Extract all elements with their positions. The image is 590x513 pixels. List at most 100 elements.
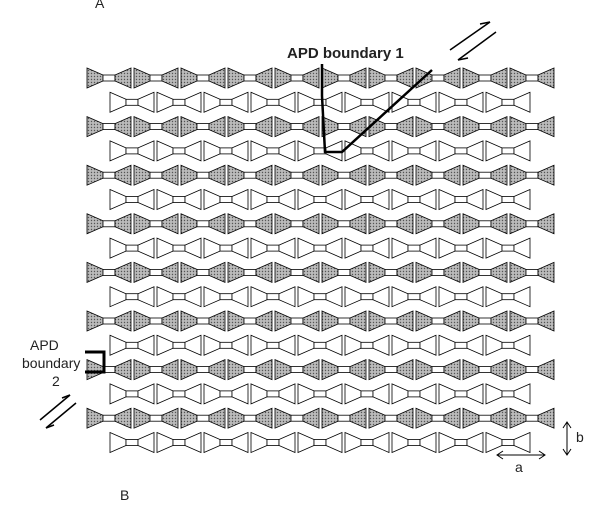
bowtie-part <box>274 67 292 89</box>
bowtie-part <box>415 213 433 235</box>
bowtie-part <box>384 414 398 422</box>
bowtie-part <box>180 261 198 284</box>
bowtie-part <box>125 293 139 301</box>
bowtie-part <box>431 268 445 276</box>
bowtie-part <box>360 293 374 301</box>
bowtie-part <box>513 431 531 454</box>
bowtie-part <box>156 383 174 405</box>
bowtie-part <box>231 286 249 308</box>
bowtie-part <box>219 293 233 301</box>
bowtie-part <box>396 261 414 284</box>
bowtie-part <box>161 358 179 381</box>
bowtie-part <box>255 407 273 429</box>
bowtie-part <box>250 286 268 308</box>
bowtie-part <box>114 310 132 332</box>
bowtie-part <box>243 74 257 82</box>
bowtie-part <box>203 140 221 162</box>
bowtie-part <box>102 123 116 130</box>
bowtie-part <box>485 188 503 211</box>
bowtie-part <box>196 366 210 374</box>
bowtie-part <box>125 147 139 155</box>
bowtie-part <box>114 407 132 429</box>
bowtie-part <box>478 220 492 228</box>
bowtie-part <box>321 261 339 284</box>
bowtie-part <box>255 310 273 332</box>
bowtie-part <box>255 67 273 89</box>
bowtie-part <box>485 91 503 113</box>
bowtie-part <box>274 358 292 381</box>
bowtie-part <box>255 213 273 235</box>
bowtie-part <box>368 310 386 332</box>
bowtie-part <box>266 390 280 398</box>
bowtie-part <box>227 213 245 235</box>
bowtie-part <box>133 67 151 89</box>
bowtie-part <box>161 261 179 284</box>
bowtie-part <box>114 115 132 138</box>
bowtie-part <box>431 74 445 82</box>
bowtie-part <box>501 341 515 349</box>
bowtie-part <box>172 147 186 155</box>
bowtie-part <box>537 358 555 381</box>
bowtie-part <box>227 310 245 332</box>
shear-symbol <box>39 21 497 429</box>
bowtie-part <box>384 171 398 179</box>
bowtie-part <box>302 213 320 235</box>
bowtie-part <box>125 98 139 106</box>
bowtie-part <box>86 310 104 332</box>
bowtie-part <box>344 383 362 405</box>
bowtie-part <box>490 115 508 138</box>
bowtie-part <box>184 286 202 308</box>
bowtie-part <box>391 140 409 162</box>
bowtie-part <box>537 310 555 332</box>
bowtie-part <box>391 237 409 259</box>
bowtie-part <box>255 115 273 138</box>
bowtie-part <box>454 293 468 301</box>
bowtie-part <box>391 383 409 405</box>
bowtie-part <box>196 74 210 82</box>
bowtie-part <box>537 164 555 186</box>
bowtie-part <box>419 188 437 211</box>
bowtie-part <box>485 286 503 308</box>
bowtie-part <box>415 407 433 429</box>
bowtie-part <box>231 188 249 211</box>
bowtie-part <box>302 310 320 332</box>
bowtie-part <box>125 341 139 349</box>
bowtie-part <box>302 67 320 89</box>
bowtie-part <box>196 268 210 276</box>
bowtie-part <box>278 286 296 308</box>
bowtie-part <box>227 67 245 89</box>
bowtie-part <box>372 140 390 162</box>
bowtie-part <box>438 383 456 405</box>
bowtie-part <box>321 407 339 429</box>
bowtie-part <box>321 67 339 89</box>
bowtie-part <box>325 91 343 113</box>
bowtie-part <box>443 407 461 429</box>
bowtie-part <box>133 407 151 429</box>
bowtie-part <box>407 341 421 349</box>
bowtie-part <box>278 91 296 113</box>
bowtie-part <box>325 431 343 454</box>
bowtie-part <box>86 358 104 381</box>
bowtie-part <box>133 213 151 235</box>
bowtie-part <box>360 196 374 203</box>
bowtie-part <box>208 115 226 138</box>
bowtie-part <box>149 74 163 82</box>
bowtie-part <box>196 414 210 422</box>
bowtie-part <box>466 286 484 308</box>
bowtie-part <box>231 383 249 405</box>
bowtie-part <box>102 268 116 276</box>
bowtie-part <box>161 407 179 429</box>
bowtie-part <box>513 286 531 308</box>
bowtie-part <box>501 196 515 203</box>
bowtie-part <box>419 237 437 259</box>
bowtie-part <box>196 317 210 325</box>
bowtie-part <box>349 310 367 332</box>
bowtie-part <box>278 237 296 259</box>
boundary-line <box>320 64 433 154</box>
bowtie-part <box>509 261 527 284</box>
bowtie-part <box>266 98 280 106</box>
bowtie-part <box>203 91 221 113</box>
bowtie-part <box>196 123 210 130</box>
bowtie-part <box>203 188 221 211</box>
